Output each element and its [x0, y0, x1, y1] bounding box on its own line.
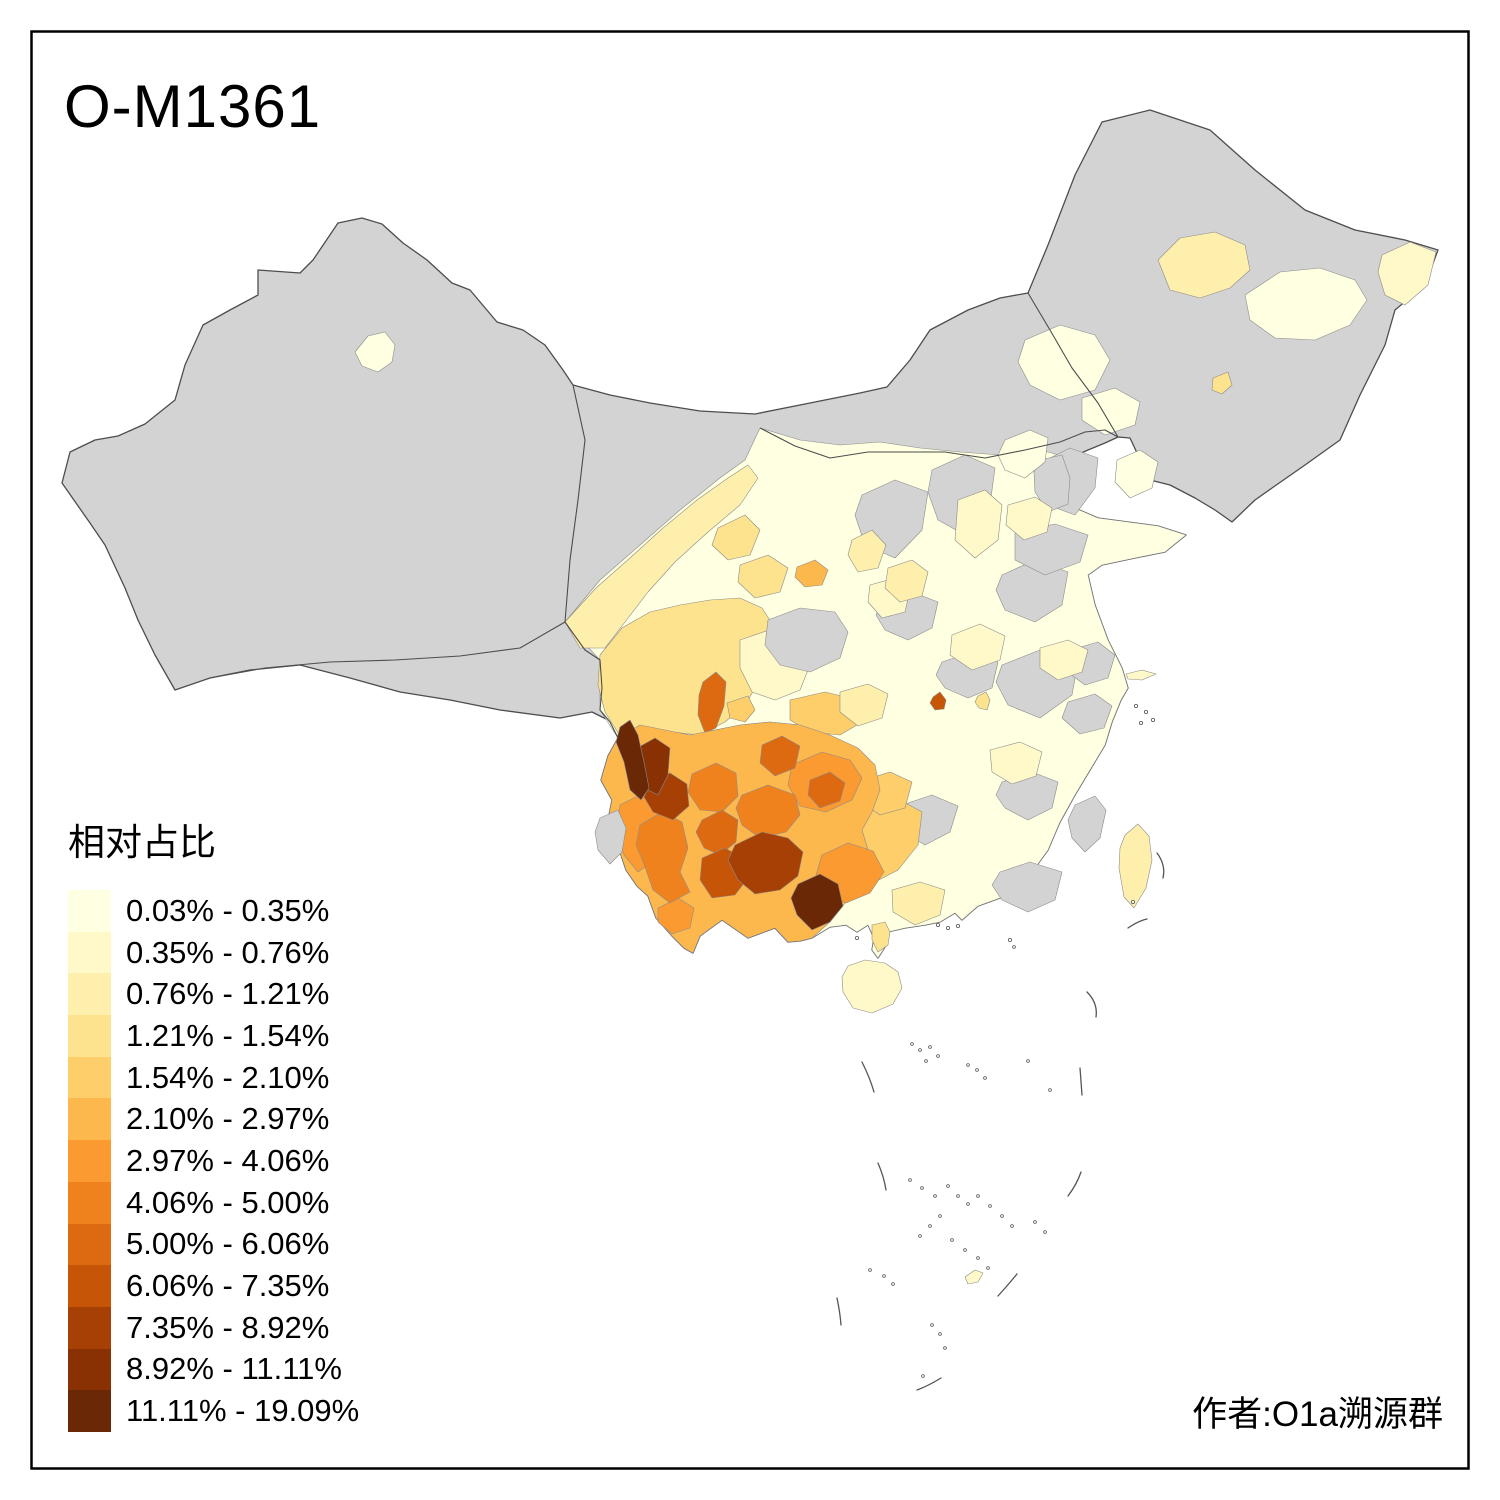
hainan-island — [841, 959, 903, 1014]
legend-swatch — [68, 931, 111, 974]
legend-row: 0.76% - 1.21% — [68, 973, 359, 1016]
legend-row: 2.97% - 4.06% — [68, 1140, 359, 1182]
legend-row: 11.11% - 19.09% — [68, 1390, 359, 1432]
legend-row: 8.92% - 11.11% — [68, 1348, 359, 1391]
legend-label: 4.06% - 5.00% — [126, 1184, 330, 1220]
legend-label: 0.03% - 0.35% — [126, 892, 330, 928]
legend-row: 6.06% - 7.35% — [68, 1265, 359, 1307]
legend-swatch — [68, 1181, 111, 1224]
legend-label: 1.21% - 1.54% — [126, 1017, 330, 1053]
legend-label: 0.76% - 1.21% — [126, 976, 330, 1012]
northeast-xinjiang-patches — [354, 231, 1437, 499]
legend-swatch — [68, 1390, 111, 1432]
legend-title: 相对占比 — [68, 822, 216, 863]
nine-dash-line — [836, 852, 1165, 1391]
legend-swatch — [68, 1306, 111, 1349]
legend-row: 5.00% - 6.06% — [68, 1223, 359, 1266]
coastal-islets — [855, 704, 1156, 949]
legend-row: 1.54% - 2.10% — [68, 1056, 359, 1099]
no-data-prefecture-patches — [764, 447, 1116, 913]
legend-swatch — [68, 1140, 111, 1182]
legend-label: 5.00% - 6.06% — [126, 1226, 330, 1262]
figure-frame — [30, 30, 1470, 1470]
south-china-sea-islands — [836, 852, 1165, 1391]
legend-swatch — [68, 1265, 111, 1307]
legend-label: 0.35% - 0.76% — [126, 934, 330, 970]
legend-row: 0.35% - 0.76% — [68, 931, 359, 974]
legend-swatch — [68, 1015, 111, 1057]
central-china-hotspot-dots — [929, 691, 991, 711]
legend-label: 2.97% - 4.06% — [126, 1142, 330, 1178]
attribution: 作者:O1a溯源群 — [1192, 1395, 1443, 1434]
legend-row: 7.35% - 8.92% — [68, 1306, 359, 1349]
legend-label: 7.35% - 8.92% — [126, 1309, 330, 1345]
legend-label: 2.10% - 2.97% — [126, 1101, 330, 1137]
yunnan-high-frequency-cluster — [594, 719, 885, 954]
chongming-island — [1125, 669, 1157, 681]
legend-row: 4.06% - 5.00% — [68, 1181, 359, 1224]
legend: 相对占比 0.03% - 0.35% 0.35% - 0.76% 0.76% - 1… — [68, 812, 359, 1432]
scs-islet — [964, 1269, 984, 1285]
legend-swatch — [68, 1098, 111, 1141]
legend-row: 2.10% - 2.97% — [68, 1098, 359, 1141]
legend-label: 1.54% - 2.10% — [126, 1059, 330, 1095]
legend-swatch — [68, 1056, 111, 1099]
legend-rows: 0.03% - 0.35% 0.35% - 0.76% 0.76% - 1.21% 1… — [68, 890, 359, 1432]
legend-swatch — [68, 890, 111, 932]
legend-swatch — [68, 1348, 111, 1391]
legend-label: 11.11% - 19.09% — [126, 1393, 360, 1429]
province-borders — [209, 292, 1119, 739]
taiwan-island — [1118, 823, 1153, 909]
legend-row: 0.03% - 0.35% — [68, 890, 359, 932]
legend-label: 6.06% - 7.35% — [126, 1268, 330, 1304]
page-title: O-M1361 — [64, 73, 322, 140]
legend-swatch — [68, 973, 111, 1016]
legend-label: 8.92% - 11.11% — [126, 1351, 342, 1387]
islands — [841, 669, 1157, 1014]
legend-row: 1.21% - 1.54% — [68, 1015, 359, 1057]
legend-swatch — [68, 1223, 111, 1266]
